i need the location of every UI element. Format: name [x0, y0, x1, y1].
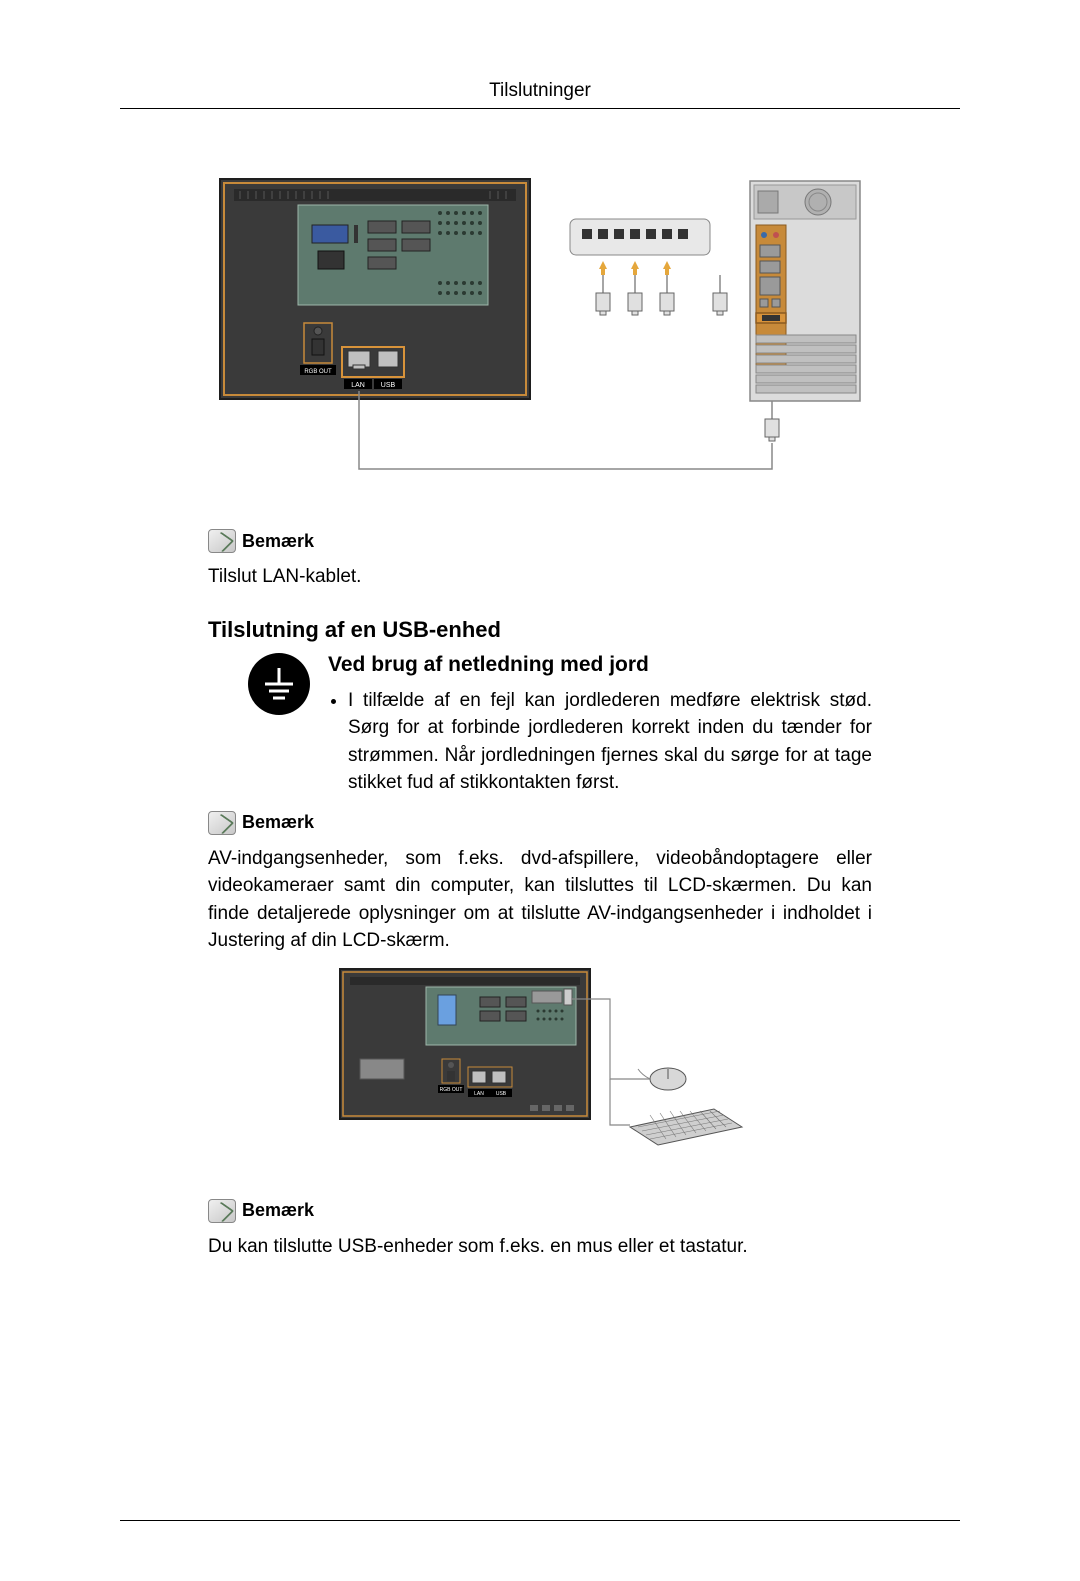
section-usb-title: Tilslutning af en USB-enhed	[208, 617, 960, 643]
note-icon	[208, 1199, 236, 1223]
note-label-3: Bemærk	[242, 1200, 314, 1221]
svg-text:LAN: LAN	[474, 1091, 484, 1097]
svg-text:USB: USB	[496, 1091, 507, 1097]
page-header-title: Tilslutninger	[120, 80, 960, 109]
svg-text:RGB OUT: RGB OUT	[440, 1087, 463, 1093]
note1-text: Tilslut LAN-kablet.	[208, 563, 960, 591]
note-label-1: Bemærk	[242, 531, 314, 552]
diagram-usb-connection: RGB OUT LAN USB	[120, 959, 960, 1159]
diagram-lan-connection: RGB OUT LAN USB	[120, 169, 960, 489]
svg-text:LAN: LAN	[351, 382, 365, 389]
footer-rule	[120, 1520, 960, 1521]
note-icon	[208, 811, 236, 835]
ground-bullet: I tilfælde af en fejl kan jordlederen me…	[348, 687, 872, 797]
ground-icon	[248, 653, 310, 715]
note3-text: Du kan tilslutte USB-enheder som f.eks. …	[208, 1233, 960, 1261]
note-label-2: Bemærk	[242, 812, 314, 833]
lan-diagram-svg: RGB OUT LAN USB	[200, 169, 880, 489]
ground-title: Ved brug af netledning med jord	[328, 653, 872, 677]
svg-text:RGB OUT: RGB OUT	[304, 369, 332, 375]
note2-text: AV-indgangsenheder, som f.eks. dvd-afspi…	[208, 845, 872, 955]
svg-text:USB: USB	[381, 382, 396, 389]
usb-diagram-svg: RGB OUT LAN USB	[330, 959, 750, 1159]
note-icon	[208, 529, 236, 553]
